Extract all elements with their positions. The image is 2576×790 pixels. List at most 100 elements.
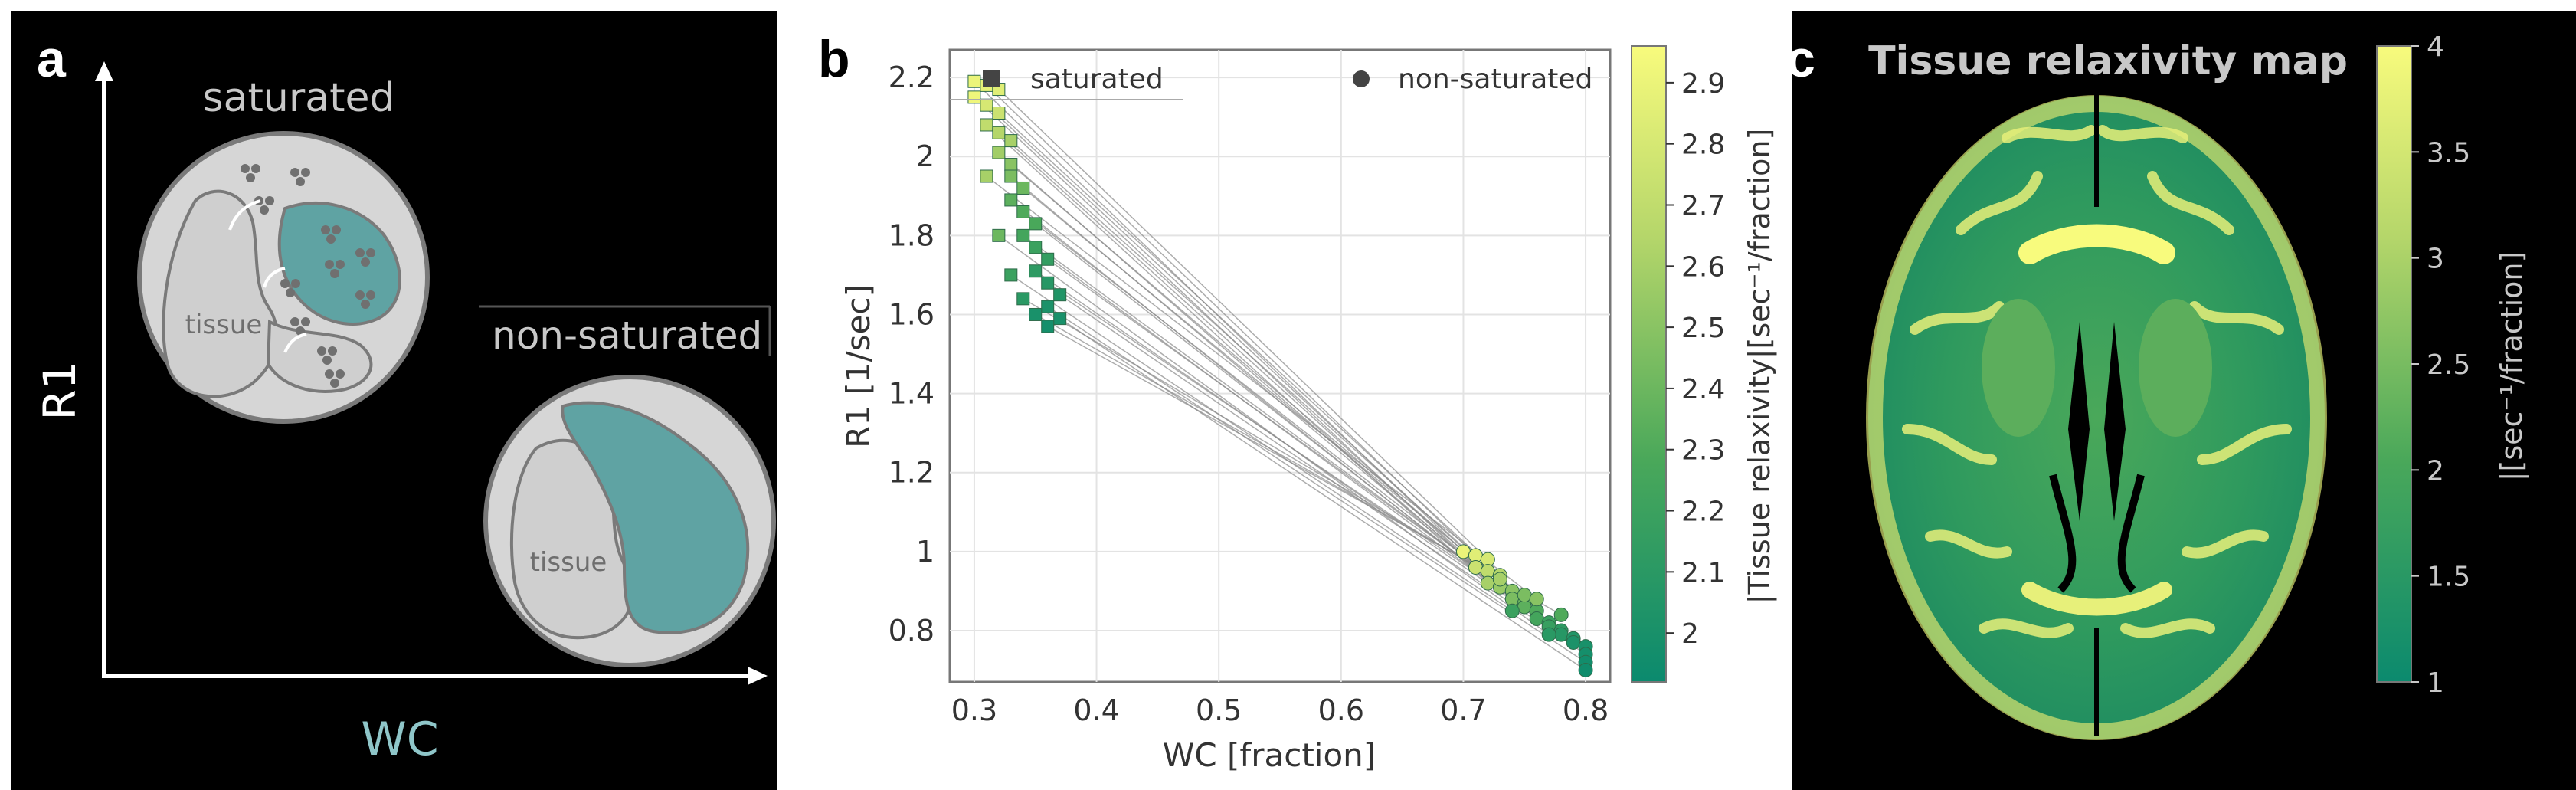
non-saturated-point	[1517, 588, 1532, 603]
saturated-diagram: tissue	[137, 131, 430, 424]
colorbar-tick-label: 2.5	[1681, 313, 1725, 344]
pairing-line	[986, 175, 1537, 600]
saturated-point	[980, 98, 993, 112]
panel-c-letter: c	[1786, 30, 1815, 88]
colorbar-tick-label: 2.5	[2427, 349, 2470, 381]
corpus-callosum	[2018, 224, 2175, 264]
non-saturated-point	[1468, 559, 1483, 575]
non-saturated-point	[1455, 544, 1471, 559]
non-saturated-diagram: tissue	[483, 375, 776, 667]
legend-square-marker	[983, 70, 1000, 87]
colorbar-label: |Tissue relaxivity|[sec⁻¹/fraction]	[1743, 129, 1777, 605]
splenium	[2021, 582, 2172, 616]
exchange-arrow-2	[263, 267, 286, 288]
saturated-point	[1004, 134, 1018, 148]
tissue-cell	[162, 189, 279, 398]
pairing-line	[1059, 294, 1586, 655]
left-csf	[2049, 474, 2077, 593]
saturated-point	[1004, 193, 1018, 207]
saturated-point	[1029, 264, 1043, 278]
saturated-point	[1029, 241, 1043, 254]
colorbar-tick-label: 2	[1681, 618, 1699, 650]
pairing-line	[1023, 187, 1537, 611]
tissue-label-2: tissue	[530, 547, 607, 578]
saturated-point	[1053, 312, 1067, 326]
y-ticks: 0.8 1 1.2 1.4 1.6 1.8 2 2.2	[889, 61, 934, 647]
x-tick-label: 0.5	[1196, 693, 1242, 727]
non-saturated-point	[1578, 663, 1593, 678]
y-tick-label: 2.2	[889, 61, 934, 94]
map-colorbar-label: |[sec⁻¹/fraction]	[2495, 251, 2529, 482]
colorbar-tick-label: 1	[2427, 667, 2444, 699]
x-axis-label: WC [fraction]	[1163, 736, 1376, 774]
map-colorbar	[2376, 45, 2412, 683]
y-axis-arrowhead	[95, 61, 113, 81]
x-tick-label: 0.7	[1440, 693, 1486, 727]
panel-b-letter: b	[818, 30, 850, 88]
pairing-line	[1059, 318, 1586, 671]
panel-c: c Tissue relaxivity map	[1786, 11, 2576, 790]
colorbar	[1631, 45, 1667, 683]
saturated-point	[1004, 169, 1018, 183]
saturated-point	[1016, 181, 1030, 195]
saturated-point	[992, 228, 1006, 242]
y-tick-label: 1	[916, 535, 934, 569]
non-saturated-point	[1492, 572, 1507, 587]
legend-saturated-label: saturated	[1030, 64, 1164, 95]
non-saturated-point	[1529, 611, 1544, 626]
brain-map	[1866, 92, 2327, 740]
x-tick-label: 0.3	[951, 693, 997, 727]
panel-a: a R1 WC saturated	[11, 11, 777, 790]
colorbar-tick-label: 2.4	[1681, 374, 1725, 405]
x-tick-label: 0.4	[1073, 693, 1119, 727]
saturated-point	[1041, 320, 1055, 333]
brain-outline	[1868, 96, 2325, 739]
saturated-label: saturated	[203, 75, 395, 121]
x-tick-label: 0.8	[1563, 693, 1609, 727]
right-basal-ganglia	[2139, 299, 2212, 437]
non-saturated-point	[1553, 627, 1569, 642]
saturated-point	[1041, 252, 1055, 266]
colorbar-tick-label: 2.8	[1681, 129, 1725, 161]
colorbar-tick-label: 2.9	[1681, 68, 1725, 100]
white-matter-tracts	[1902, 125, 2292, 638]
colorbar-tick-label: 1.5	[2427, 562, 2470, 593]
exchange-arrow-1	[228, 199, 261, 231]
pairing-line	[1010, 274, 1513, 611]
saturated-point	[992, 107, 1006, 120]
x-axis-arrowhead	[748, 667, 768, 685]
non-saturated-point	[1553, 607, 1569, 622]
panel-a-letter: a	[37, 30, 67, 88]
exchange-arrow-3	[283, 333, 307, 353]
colorbar-tick-label: 3.5	[2427, 137, 2470, 169]
colorbar-tick-label: 4	[2427, 31, 2444, 63]
pairing-line	[998, 89, 1488, 560]
y-tick-label: 1.4	[889, 377, 934, 411]
non-saturated-point	[1504, 603, 1520, 618]
saturated-point	[1041, 276, 1055, 290]
saturated-point	[967, 90, 981, 104]
saturated-point	[1004, 158, 1018, 172]
map-colorbar-ticks: 1 1.5 2 2.5 3 3.5 4	[2411, 31, 2470, 699]
y-axis-label: R1	[34, 361, 86, 420]
x-tick-label: 0.6	[1318, 693, 1364, 727]
tissue-label: tissue	[185, 310, 263, 340]
y-axis-label: R1 [1/sec]	[840, 284, 877, 448]
y-tick-label: 1.6	[889, 297, 934, 331]
saturated-point	[1004, 268, 1018, 282]
y-tick-label: 1.2	[889, 456, 934, 490]
saturated-point	[1016, 292, 1030, 306]
colorbar-tick-label: 3	[2427, 244, 2444, 275]
saturated-point	[1016, 228, 1030, 242]
colorbar-tick-label: 2.2	[1681, 497, 1725, 528]
legend-non-saturated-label: non-saturated	[1398, 64, 1592, 95]
pairing-line	[998, 234, 1550, 635]
right-ventricle	[2104, 322, 2126, 521]
y-tick-label: 1.8	[889, 218, 934, 252]
non-saturated-point	[1541, 627, 1556, 642]
colorbar-tick-label: 2.7	[1681, 191, 1725, 222]
saturated-point	[1029, 217, 1043, 231]
saturated-point	[992, 146, 1006, 159]
non-saturated-water	[561, 401, 750, 634]
